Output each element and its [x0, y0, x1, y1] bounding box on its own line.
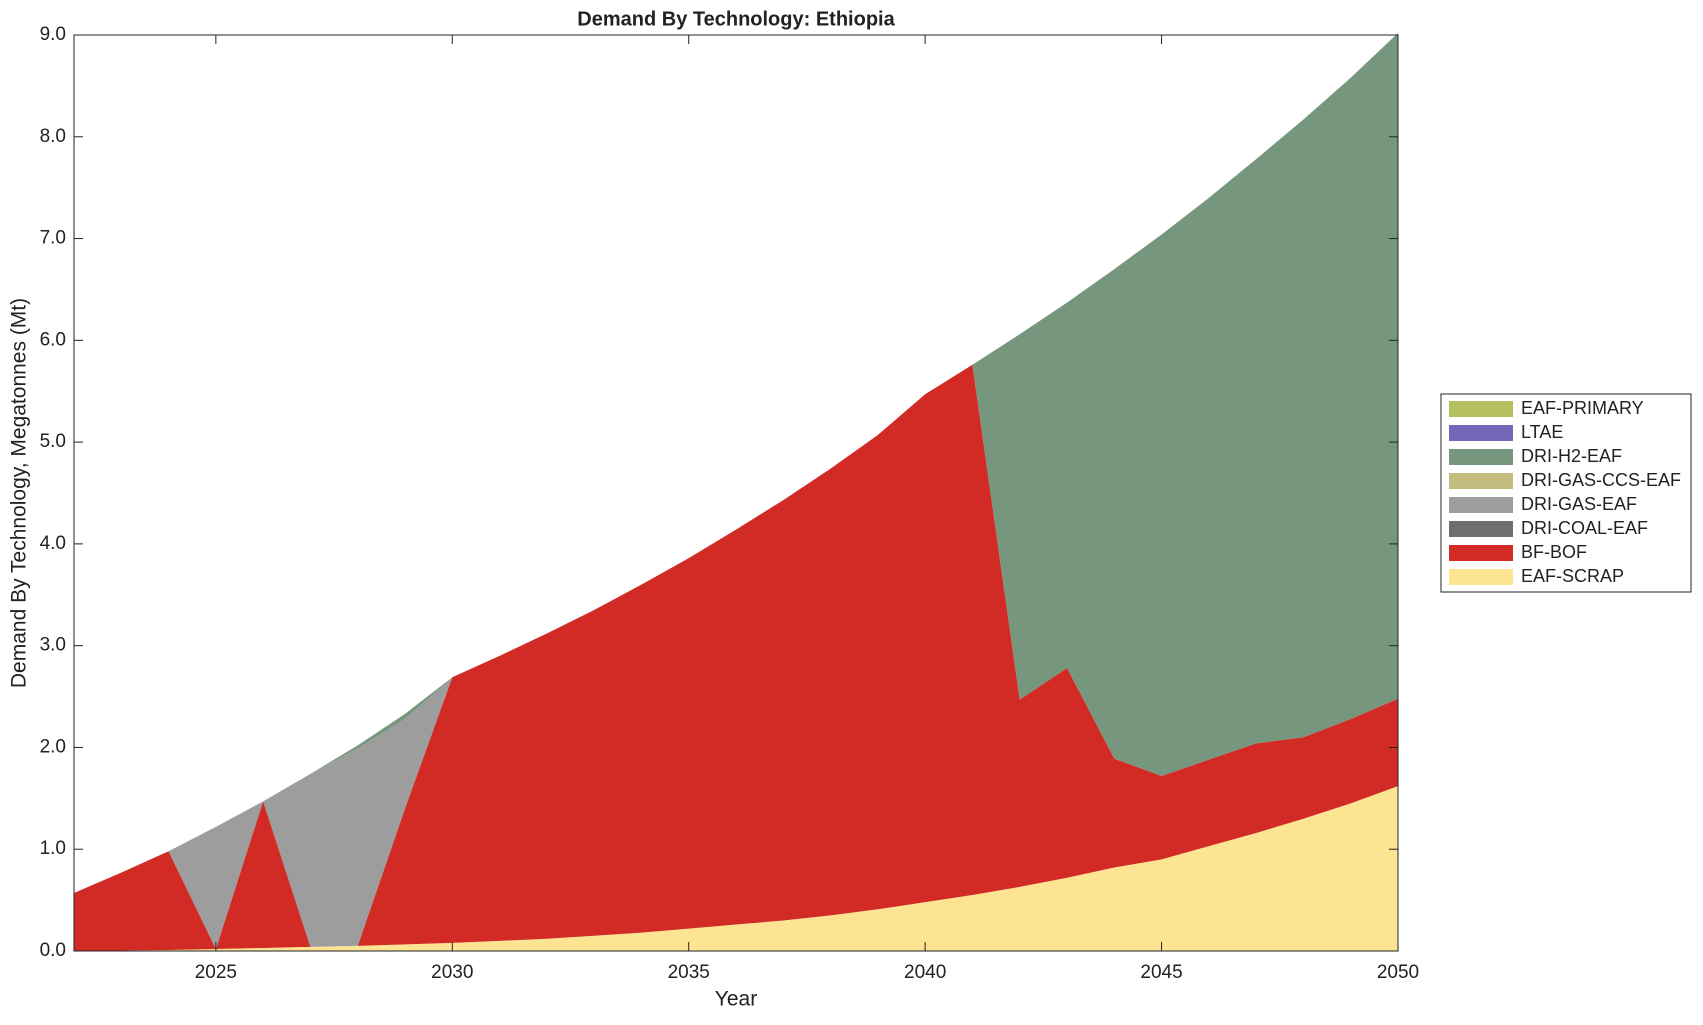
legend-label: EAF-PRIMARY	[1521, 398, 1644, 418]
legend-label: LTAE	[1521, 422, 1563, 442]
x-tick-label: 2030	[431, 962, 473, 983]
x-axis-label: Year	[715, 988, 757, 1011]
legend-swatch	[1449, 425, 1513, 441]
legend-swatch	[1449, 569, 1513, 585]
plot-frame	[73, 34, 1399, 952]
chart-title: Demand By Technology: Ethiopia	[577, 8, 895, 30]
area	[74, 364, 1398, 951]
legend-label: DRI-H2-EAF	[1521, 446, 1622, 466]
x-tick-label: 2025	[195, 962, 237, 983]
legend-label: EAF-SCRAP	[1521, 566, 1624, 586]
y-tick-label: 1.0	[40, 838, 66, 859]
area	[74, 786, 1398, 951]
legend-swatch	[1449, 401, 1513, 417]
y-tick-label: 4.0	[40, 533, 66, 554]
legend-swatch	[1449, 545, 1513, 561]
y-tick-label: 5.0	[40, 431, 66, 452]
legend-swatch	[1449, 449, 1513, 465]
x-tick-label: 2045	[1140, 962, 1182, 983]
y-tick-label: 2.0	[40, 736, 66, 757]
y-tick-label: 9.0	[40, 24, 66, 45]
legend-swatch	[1449, 497, 1513, 513]
legend-label: DRI-GAS-EAF	[1521, 494, 1637, 514]
y-tick-label: 6.0	[40, 329, 66, 350]
area	[74, 32, 1398, 893]
y-tick-label: 7.0	[40, 228, 66, 249]
y-tick-label: 3.0	[40, 635, 66, 656]
y-tick-label: 8.0	[40, 126, 66, 147]
y-tick-label: 0.0	[40, 940, 66, 961]
legend-swatch	[1449, 521, 1513, 537]
x-tick-label: 2035	[668, 962, 710, 983]
legend-swatch	[1449, 473, 1513, 489]
y-axis-label: Demand By Technology, Megatonnes (Mt)	[8, 298, 31, 688]
legend-label: DRI-COAL-EAF	[1521, 518, 1648, 538]
x-tick-label: 2050	[1377, 962, 1419, 983]
area	[74, 364, 1398, 949]
legend-label: DRI-GAS-CCS-EAF	[1521, 470, 1681, 490]
legend-label: BF-BOF	[1521, 542, 1587, 562]
x-tick-label: 2040	[904, 962, 946, 983]
